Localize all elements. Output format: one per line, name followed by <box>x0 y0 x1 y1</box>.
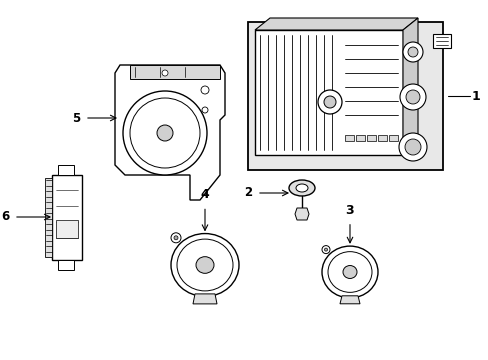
Circle shape <box>174 236 178 240</box>
Ellipse shape <box>177 239 232 291</box>
Bar <box>366 135 375 141</box>
Polygon shape <box>254 18 417 30</box>
Circle shape <box>317 90 341 114</box>
Bar <box>254 30 402 155</box>
Text: 5: 5 <box>72 112 80 125</box>
Ellipse shape <box>327 252 371 292</box>
Circle shape <box>407 47 417 57</box>
Text: 1: 1 <box>471 90 480 103</box>
Polygon shape <box>402 18 417 155</box>
Ellipse shape <box>342 266 356 279</box>
Ellipse shape <box>295 184 307 192</box>
Bar <box>388 135 397 141</box>
Bar <box>52 175 82 260</box>
Circle shape <box>398 133 426 161</box>
Polygon shape <box>115 65 224 200</box>
Polygon shape <box>339 296 359 304</box>
Ellipse shape <box>288 180 314 196</box>
Polygon shape <box>294 208 308 220</box>
Ellipse shape <box>196 257 214 273</box>
Text: 4: 4 <box>200 188 209 201</box>
Text: 3: 3 <box>345 204 354 217</box>
Circle shape <box>201 86 208 94</box>
Circle shape <box>399 84 425 110</box>
Circle shape <box>123 91 206 175</box>
Bar <box>56 220 78 238</box>
Bar <box>58 165 74 175</box>
Bar <box>345 135 353 141</box>
Circle shape <box>162 70 168 76</box>
Text: 6: 6 <box>1 211 9 224</box>
Circle shape <box>324 248 327 251</box>
Circle shape <box>324 96 335 108</box>
Polygon shape <box>193 294 217 304</box>
Bar <box>355 135 364 141</box>
Circle shape <box>405 90 419 104</box>
Circle shape <box>157 125 173 141</box>
Circle shape <box>321 246 329 253</box>
Bar <box>130 65 220 79</box>
Circle shape <box>171 233 181 243</box>
Ellipse shape <box>321 246 377 298</box>
Bar <box>247 22 442 170</box>
Circle shape <box>402 42 422 62</box>
Ellipse shape <box>171 234 239 296</box>
Bar <box>58 260 74 270</box>
Polygon shape <box>432 34 450 48</box>
Circle shape <box>202 107 207 113</box>
Bar <box>377 135 386 141</box>
Circle shape <box>404 139 420 155</box>
Circle shape <box>130 98 200 168</box>
Text: 2: 2 <box>244 186 251 199</box>
Bar <box>45 178 52 257</box>
